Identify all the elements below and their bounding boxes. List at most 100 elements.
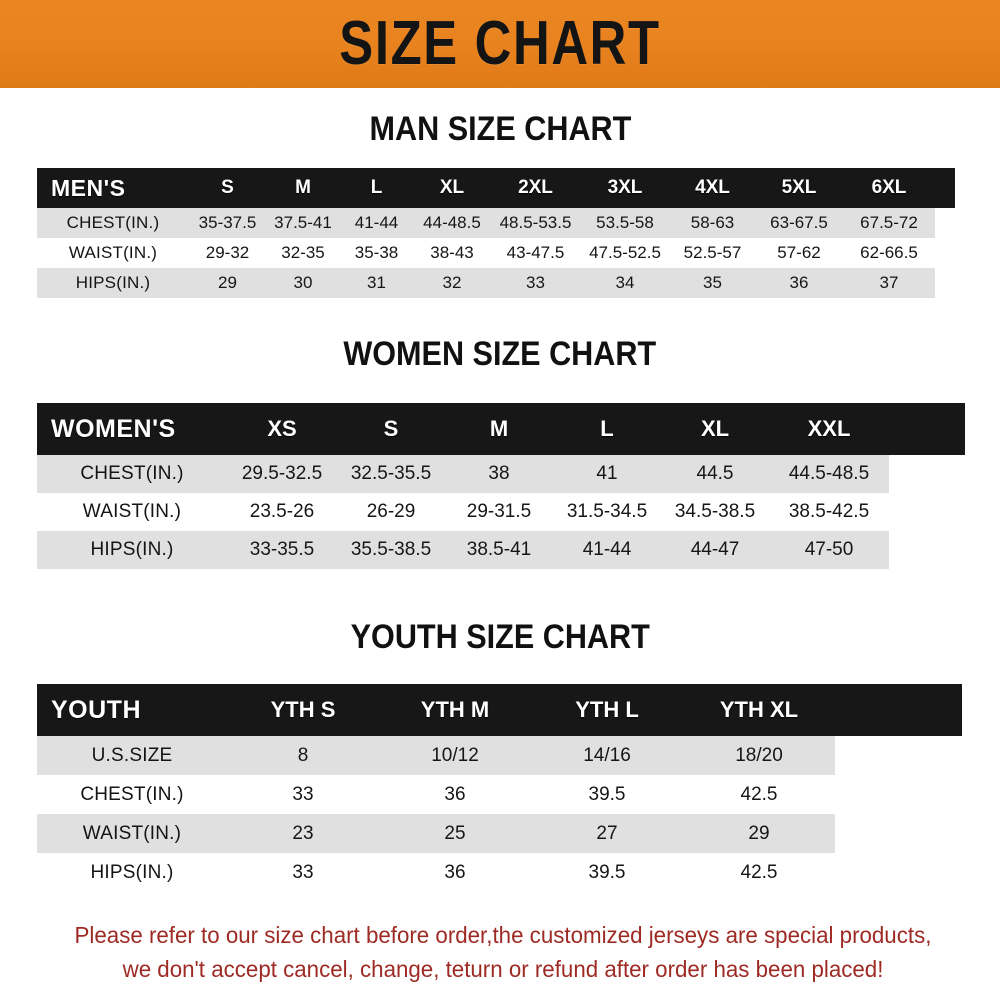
men-table-header-row: MEN'S S M L XL 2XL 3XL 4XL 5XL 6XL (37, 168, 955, 208)
women-cell: 23.5-26 (227, 493, 337, 531)
page-title: SIZE CHART (339, 9, 661, 78)
page-banner: SIZE CHART (0, 0, 1000, 88)
youth-row-spacer (835, 814, 962, 853)
men-row-label: CHEST(IN.) (37, 208, 189, 238)
men-cell: 47.5-52.5 (580, 238, 670, 268)
men-row-label: HIPS(IN.) (37, 268, 189, 298)
youth-size-table: YOUTH YTH S YTH M YTH L YTH XL U.S.SIZE … (37, 684, 962, 892)
women-row-spacer (889, 455, 965, 493)
youth-cell: 18/20 (683, 736, 835, 775)
men-cell: 30 (266, 268, 340, 298)
men-col-header: L (340, 168, 413, 208)
youth-row-label: U.S.SIZE (37, 736, 227, 775)
women-col-header: S (337, 403, 445, 455)
women-row-label: HIPS(IN.) (37, 531, 227, 569)
men-cell: 63-67.5 (755, 208, 843, 238)
men-cell: 35-37.5 (189, 208, 266, 238)
men-header-spacer (935, 168, 955, 208)
women-cell: 44.5 (661, 455, 769, 493)
men-cell: 43-47.5 (491, 238, 580, 268)
youth-row-spacer (835, 853, 962, 892)
men-cell: 35-38 (340, 238, 413, 268)
women-row-label: WAIST(IN.) (37, 493, 227, 531)
men-col-header: S (189, 168, 266, 208)
men-cell: 48.5-53.5 (491, 208, 580, 238)
youth-cell: 23 (227, 814, 379, 853)
women-table-row: CHEST(IN.) 29.5-32.5 32.5-35.5 38 41 44.… (37, 455, 965, 493)
men-table-row: HIPS(IN.) 29 30 31 32 33 34 35 36 37 (37, 268, 955, 298)
men-cell: 62-66.5 (843, 238, 935, 268)
women-cell: 38 (445, 455, 553, 493)
women-cell: 41-44 (553, 531, 661, 569)
women-cell: 47-50 (769, 531, 889, 569)
youth-cell: 29 (683, 814, 835, 853)
women-col-header: L (553, 403, 661, 455)
men-cell: 58-63 (670, 208, 755, 238)
men-cell: 44-48.5 (413, 208, 491, 238)
section-title-women: WOMEN SIZE CHART (0, 335, 1000, 373)
youth-col-header: YTH S (227, 684, 379, 736)
women-table-row: WAIST(IN.) 23.5-26 26-29 29-31.5 31.5-34… (37, 493, 965, 531)
women-cell: 32.5-35.5 (337, 455, 445, 493)
youth-col-header: YTH M (379, 684, 531, 736)
youth-cell: 25 (379, 814, 531, 853)
youth-table-header-row: YOUTH YTH S YTH M YTH L YTH XL (37, 684, 962, 736)
youth-table-row: U.S.SIZE 8 10/12 14/16 18/20 (37, 736, 962, 775)
men-cell: 29 (189, 268, 266, 298)
youth-cell: 39.5 (531, 775, 683, 814)
men-cell: 67.5-72 (843, 208, 935, 238)
women-cell: 35.5-38.5 (337, 531, 445, 569)
men-corner-label: MEN'S (37, 168, 189, 208)
women-cell: 44.5-48.5 (769, 455, 889, 493)
men-cell: 31 (340, 268, 413, 298)
men-cell: 38-43 (413, 238, 491, 268)
women-corner-label: WOMEN'S (37, 403, 227, 455)
youth-row-label: WAIST(IN.) (37, 814, 227, 853)
women-table-row: HIPS(IN.) 33-35.5 35.5-38.5 38.5-41 41-4… (37, 531, 965, 569)
men-col-header: M (266, 168, 340, 208)
women-size-table: WOMEN'S XS S M L XL XXL CHEST(IN.) 29.5-… (37, 403, 965, 569)
women-row-spacer (889, 531, 965, 569)
men-cell: 34 (580, 268, 670, 298)
section-title-youth-text: YOUTH SIZE CHART (350, 618, 650, 656)
youth-header-spacer (835, 684, 962, 736)
women-cell: 38.5-41 (445, 531, 553, 569)
youth-cell: 33 (227, 775, 379, 814)
women-cell: 44-47 (661, 531, 769, 569)
women-col-header: M (445, 403, 553, 455)
youth-row-label: CHEST(IN.) (37, 775, 227, 814)
men-col-header: 3XL (580, 168, 670, 208)
return-policy-line-1: Please refer to our size chart before or… (74, 922, 932, 948)
women-cell: 29-31.5 (445, 493, 553, 531)
men-cell: 33 (491, 268, 580, 298)
section-title-men: MAN SIZE CHART (0, 110, 1000, 148)
youth-cell: 14/16 (531, 736, 683, 775)
section-title-men-text: MAN SIZE CHART (369, 110, 631, 148)
men-cell: 53.5-58 (580, 208, 670, 238)
men-cell: 36 (755, 268, 843, 298)
women-row-label: CHEST(IN.) (37, 455, 227, 493)
men-cell: 41-44 (340, 208, 413, 238)
men-size-table: MEN'S S M L XL 2XL 3XL 4XL 5XL 6XL CHEST… (37, 168, 955, 298)
women-row-spacer (889, 493, 965, 531)
youth-col-header: YTH L (531, 684, 683, 736)
men-cell: 37.5-41 (266, 208, 340, 238)
youth-cell: 36 (379, 775, 531, 814)
men-row-spacer (935, 268, 955, 298)
men-cell: 32 (413, 268, 491, 298)
youth-cell: 42.5 (683, 775, 835, 814)
women-col-header: XL (661, 403, 769, 455)
women-cell: 33-35.5 (227, 531, 337, 569)
men-col-header: 6XL (843, 168, 935, 208)
youth-col-header: YTH XL (683, 684, 835, 736)
men-cell: 32-35 (266, 238, 340, 268)
youth-table-row: CHEST(IN.) 33 36 39.5 42.5 (37, 775, 962, 814)
men-table-row: CHEST(IN.) 35-37.5 37.5-41 41-44 44-48.5… (37, 208, 955, 238)
section-title-youth: YOUTH SIZE CHART (0, 618, 1000, 656)
youth-cell: 39.5 (531, 853, 683, 892)
men-col-header: XL (413, 168, 491, 208)
youth-cell: 27 (531, 814, 683, 853)
women-col-header: XXL (769, 403, 889, 455)
youth-cell: 8 (227, 736, 379, 775)
